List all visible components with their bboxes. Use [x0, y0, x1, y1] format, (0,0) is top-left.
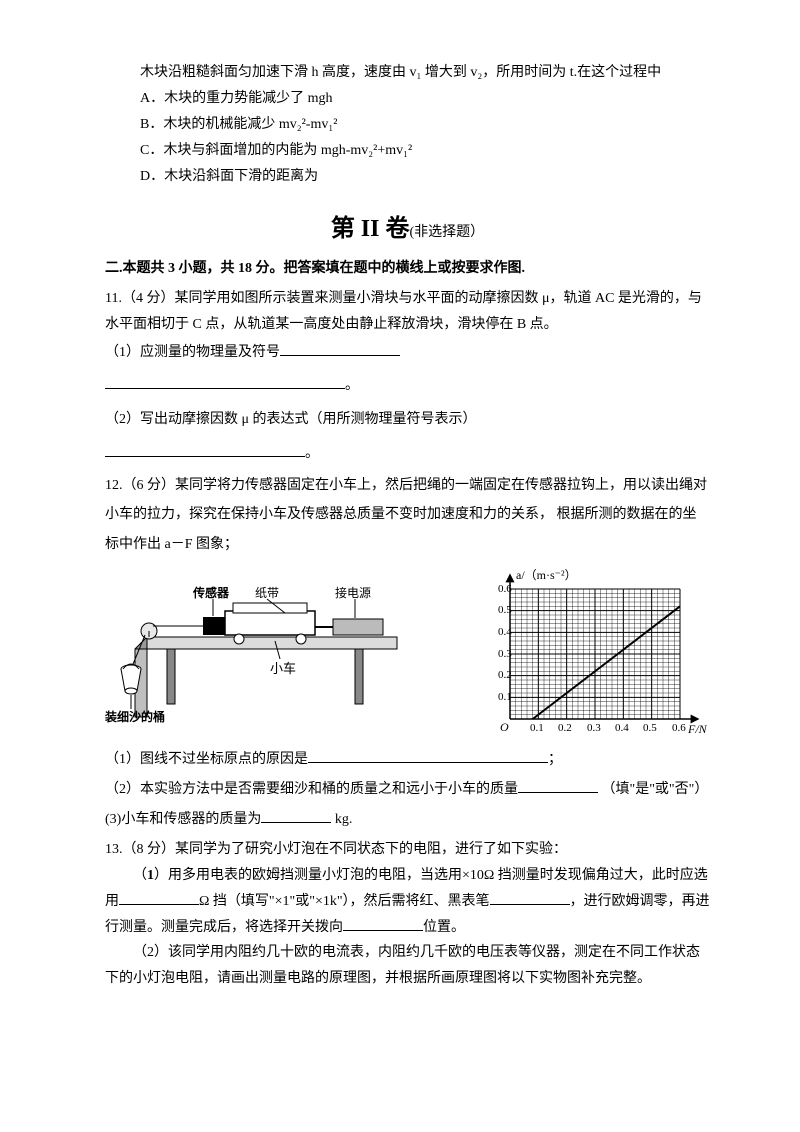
q12-p2b: （填"是"或"否"）: [602, 782, 709, 797]
q11: 11.（4 分）某同学用如图所示装置来测量小滑块与水平面的动摩擦因数 μ，轨道 …: [105, 286, 710, 467]
q12-blank1[interactable]: [308, 762, 548, 763]
q11-p2: （2）写出动摩擦因数 μ 的表达式（用所测物理量符号表示）: [105, 407, 710, 433]
q12-blank2[interactable]: [518, 792, 598, 793]
svg-text:0.4: 0.4: [615, 722, 629, 734]
q11-p2-end: 。: [305, 446, 319, 461]
svg-text:0.3: 0.3: [498, 648, 512, 660]
q12: 12.（6 分）某同学将力传感器固定在小车上，然后把绳的一端固定在传感器拉钩上，…: [105, 471, 710, 833]
part2-title: 第 II 卷: [331, 216, 410, 242]
q10-option-c: C．木块与斜面增加的内能为 mgh-mv₂²+mv₁²: [105, 138, 710, 164]
q12-p1: （1）图线不过坐标原点的原因是: [105, 752, 308, 767]
label-cart: 小车: [270, 661, 296, 676]
q12-stem: 12.（6 分）某同学将力传感器固定在小车上，然后把绳的一端固定在传感器拉钩上，…: [105, 471, 710, 559]
q12-p3: (3)小车和传感器的质量为: [105, 812, 261, 827]
q13-blank1[interactable]: [119, 904, 199, 905]
q13-blank2[interactable]: [490, 904, 570, 905]
q13: 13.（8 分）某同学为了研究小灯泡在不同状态下的电阻，进行了如下实验： （1）…: [105, 837, 710, 992]
q12-p2a: （2）本实验方法中是否需要细沙和桶的质量之和远小于小车的质量: [105, 782, 518, 797]
q13-p1d: 位置。: [423, 920, 465, 935]
svg-text:0.1: 0.1: [498, 691, 512, 703]
svg-text:O: O: [500, 720, 509, 734]
label-tape: 纸带: [255, 586, 279, 600]
graph-xlabel: F/N: [687, 722, 708, 736]
q11-blank1a[interactable]: [280, 355, 400, 356]
svg-text:0.2: 0.2: [558, 722, 572, 734]
q11-blank2[interactable]: [105, 456, 305, 457]
q13-p1b: Ω 挡（填写"×1"或"×1k"），然后需将红、黑表笔: [199, 894, 490, 909]
q13-blank3[interactable]: [343, 930, 423, 931]
q12-graph: 0.1 0.2 0.3 0.4 0.5 0.6 0.1 0.2 0.3 0.4 …: [470, 569, 710, 739]
q11-p1: （1）应测量的物理量及符号: [105, 345, 280, 360]
q12-apparatus-diagram: 传感器 纸带 接电源 小车 装细沙的桶: [105, 569, 405, 729]
part2-header: 第 II 卷(非选择题）: [105, 207, 710, 251]
q11-blank1b[interactable]: [105, 388, 345, 389]
q10-option-d: D．木块沿斜面下滑的距离为: [105, 164, 710, 190]
q13-p2: （2）该同学用内阻约几十欧的电流表，内阻约几千欧的电压表等仪器，测定在不同工作状…: [105, 940, 710, 992]
svg-text:0.6: 0.6: [498, 583, 512, 595]
q12-figures: 传感器 纸带 接电源 小车 装细沙的桶: [105, 569, 710, 739]
q12-blank3[interactable]: [261, 822, 331, 823]
svg-text:0.4: 0.4: [498, 626, 512, 638]
q10-option-b: B．木块的机械能减少 mv₂²-mv₁²: [105, 112, 710, 138]
q12-p3-unit: kg.: [331, 812, 352, 827]
q10-option-a: A．木块的重力势能减少了 mgh: [105, 86, 710, 112]
svg-text:0.6: 0.6: [672, 722, 686, 734]
svg-text:0.1: 0.1: [530, 722, 544, 734]
svg-text:0.5: 0.5: [643, 722, 657, 734]
q11-stem: 11.（4 分）某同学用如图所示装置来测量小滑块与水平面的动摩擦因数 μ，轨道 …: [105, 286, 710, 338]
q13-stem: 13.（8 分）某同学为了研究小灯泡在不同状态下的电阻，进行了如下实验：: [105, 837, 710, 863]
svg-text:0.2: 0.2: [498, 669, 512, 681]
q11-p1-end: 。: [345, 378, 359, 393]
label-bucket: 装细沙的桶: [105, 709, 165, 724]
q10-stem: 木块沿粗糙斜面匀加速下滑 h 高度，速度由 v₁ 增大到 v₂，所用时间为 t.…: [105, 60, 710, 86]
svg-text:0.3: 0.3: [587, 722, 601, 734]
q12-p1-end: ；: [548, 752, 562, 767]
svg-text:0.5: 0.5: [498, 604, 512, 616]
section2-head: 二.本题共 3 小题，共 18 分。把答案填在题中的横线上或按要求作图.: [105, 256, 710, 282]
label-sensor: 传感器: [192, 585, 230, 600]
graph-ylabel: a/（m·s⁻²）: [516, 569, 577, 582]
part2-sub: (非选择题）: [410, 225, 485, 240]
label-power: 接电源: [335, 585, 371, 600]
